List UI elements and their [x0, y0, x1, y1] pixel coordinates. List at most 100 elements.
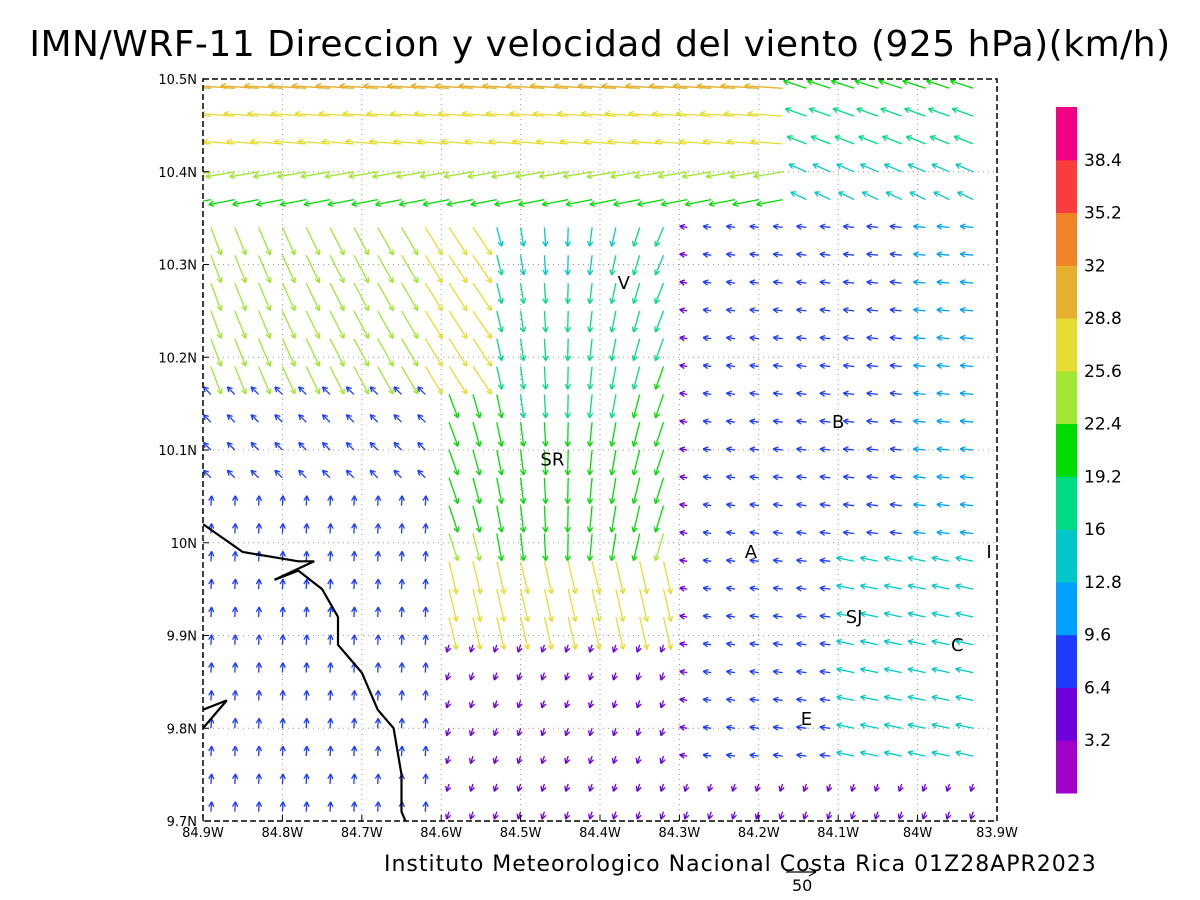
wind-vector [274, 414, 283, 423]
wind-vector [726, 420, 736, 423]
wind-vector-head [959, 473, 966, 481]
wind-vector [203, 171, 212, 174]
wind-vector [353, 523, 356, 534]
wind-vector [726, 253, 736, 256]
wind-vector-head [726, 557, 733, 564]
wind-vector-head [959, 418, 966, 425]
wind-vector [519, 366, 525, 390]
wind-vector-head [788, 163, 795, 170]
wind-vector [960, 364, 974, 368]
wind-vector [281, 227, 296, 256]
wind-vector [749, 559, 759, 562]
wind-vector-head [586, 326, 594, 333]
wind-vector [843, 475, 855, 479]
wind-vector [448, 310, 468, 339]
wind-vector-head [842, 251, 849, 258]
wind-vector [203, 386, 212, 395]
wind-vector-head [492, 813, 499, 820]
wind-vector-head [417, 441, 424, 449]
wind-vector-head [772, 696, 779, 703]
wind-vector [424, 310, 443, 339]
wind-vector [258, 254, 271, 283]
wind-vector-head [726, 334, 733, 342]
wind-vector-head [957, 191, 964, 197]
wind-vector-head [907, 555, 914, 562]
wind-vector-head [772, 640, 779, 648]
wind-vector [726, 281, 736, 284]
wind-vector [210, 282, 222, 311]
wind-vector-head [955, 750, 962, 757]
wind-vector-head [369, 469, 376, 476]
wind-vector-head [564, 526, 571, 533]
wind-vector [353, 495, 356, 506]
wind-vector [229, 171, 259, 178]
wind-vector [400, 634, 403, 645]
wind-vector-head [726, 529, 733, 537]
wind-vector-head [949, 79, 957, 86]
wind-vector-head [519, 469, 527, 476]
wind-vector [836, 696, 855, 702]
wind-vector-head [889, 446, 896, 453]
wind-vector-head [339, 332, 345, 339]
wind-vector-head [290, 277, 296, 284]
wind-vector [632, 282, 641, 304]
wind-vector [610, 282, 617, 304]
wind-vector-head [588, 730, 595, 737]
wind-vector [417, 414, 426, 423]
wind-vector [257, 690, 260, 701]
wind-vector-head [772, 474, 779, 481]
wind-vector-head [255, 662, 263, 669]
wind-vector-head [907, 611, 914, 618]
wind-vector-head [327, 550, 334, 557]
wind-vector [448, 227, 468, 256]
wind-vector-head [842, 446, 849, 453]
wind-vector-head [303, 745, 310, 752]
wind-vector-head [702, 307, 709, 314]
wind-vector [632, 310, 641, 333]
wind-vector [234, 282, 247, 311]
wind-vector-head [216, 304, 223, 312]
wind-vector [366, 112, 402, 117]
wind-vector-head [327, 634, 334, 641]
wind-vector-head [452, 588, 459, 595]
wind-vector [591, 616, 601, 650]
wind-vector-head [351, 690, 358, 696]
wind-vector-head [486, 388, 493, 395]
wind-vector-head [819, 418, 826, 425]
wind-vector [843, 364, 855, 368]
wind-vector-head [339, 277, 345, 284]
wind-vector [348, 171, 378, 178]
wind-vector-head [866, 390, 873, 397]
wind-vector [472, 588, 482, 622]
wind-vector [936, 503, 950, 507]
wind-vector [819, 531, 831, 535]
wind-vector [773, 253, 783, 256]
wind-vector-head [936, 473, 943, 481]
wind-vector-head [936, 418, 943, 425]
wind-vector [682, 171, 712, 178]
wind-vector [884, 612, 902, 618]
wind-vector [424, 338, 443, 367]
wind-vector-head [679, 390, 686, 398]
place-label: B [832, 412, 844, 433]
wind-vector-head [231, 523, 239, 529]
wind-vector-head [564, 241, 571, 247]
wind-vector [422, 198, 450, 206]
wind-vector-head [675, 110, 682, 118]
wind-vector [281, 718, 284, 729]
wind-vector-head [279, 690, 286, 696]
wind-vector-head [959, 251, 966, 258]
wind-vector-head [542, 240, 549, 247]
wind-vector [543, 310, 547, 333]
wind-vector [936, 448, 950, 451]
wind-vector-head [564, 757, 571, 765]
wind-vector [329, 773, 332, 784]
wind-vector [726, 531, 736, 535]
wind-vector [281, 773, 284, 784]
wind-vector [305, 338, 321, 367]
wind-vector-head [707, 785, 714, 792]
wind-vector-head [897, 813, 904, 820]
wind-vector [931, 751, 950, 757]
wind-vector [860, 556, 879, 562]
